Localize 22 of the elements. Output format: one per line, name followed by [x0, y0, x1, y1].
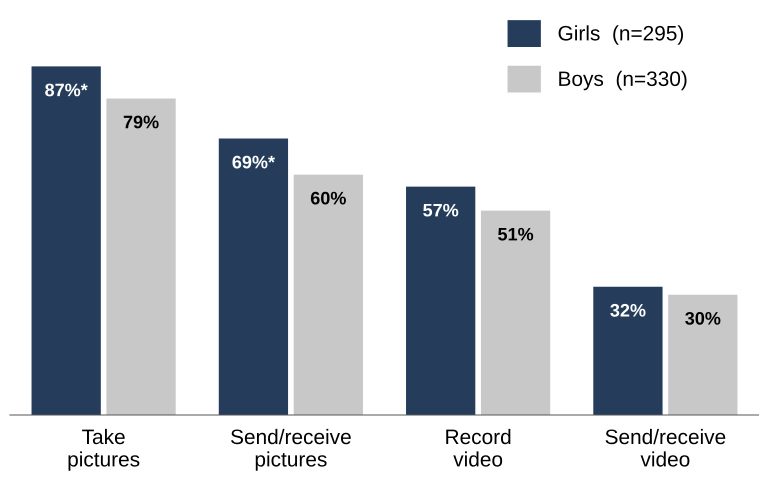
- x-tick-label: Take pictures: [68, 428, 140, 471]
- data-label: 30%: [685, 312, 720, 325]
- data-label: 79%: [124, 116, 159, 128]
- data-label: 60%: [310, 192, 346, 205]
- bar: [406, 186, 476, 415]
- x-tick-label: Send/receive pictures: [231, 428, 351, 471]
- bar: [106, 98, 176, 415]
- bar: [593, 286, 663, 415]
- bar: [480, 210, 550, 415]
- data-label: 51%: [498, 228, 534, 241]
- data-label: 69%*: [232, 156, 275, 168]
- x-tick-label: Record video: [446, 428, 510, 467]
- bar: [294, 174, 363, 415]
- bar: [668, 294, 738, 415]
- legend-label: Girls (n=295): [558, 25, 684, 45]
- bar: [32, 66, 101, 415]
- data-label: 57%: [423, 204, 458, 217]
- x-tick-label: Send/receive video: [606, 428, 726, 467]
- data-label: 87%*: [45, 84, 88, 96]
- data-label: 32%: [610, 304, 646, 317]
- legend-label: Boys (n=330): [559, 70, 687, 90]
- bar: [218, 138, 288, 415]
